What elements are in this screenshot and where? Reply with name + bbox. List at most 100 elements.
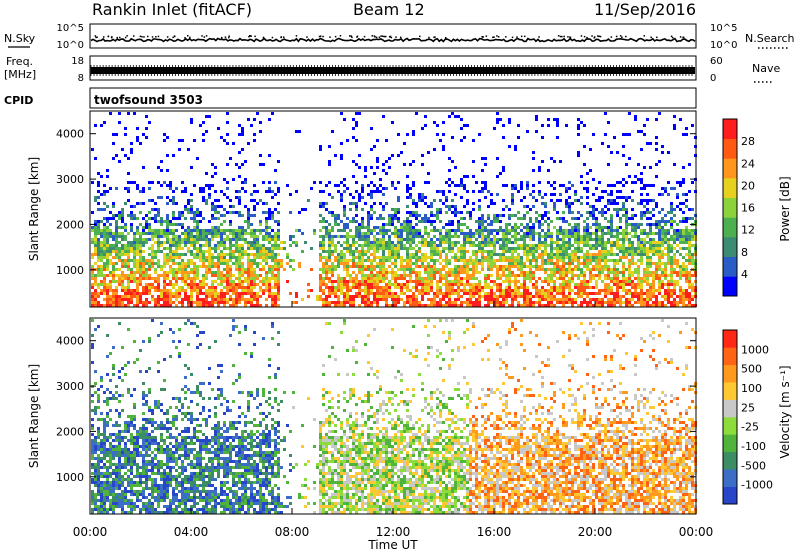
heatmap-cell [319, 229, 322, 232]
heatmap-cell [142, 238, 145, 241]
heatmap-cell [205, 241, 208, 244]
heatmap-cell [550, 184, 553, 187]
heatmap-cell [160, 289, 163, 292]
heatmap-cell [610, 298, 613, 301]
freq-tick-bottom: 8 [78, 73, 84, 84]
heatmap-cell [352, 271, 355, 274]
heatmap-cell [466, 301, 469, 304]
heatmap-cell [589, 301, 592, 304]
heatmap-cell [412, 160, 415, 163]
heatmap-cell [481, 217, 484, 220]
heatmap-cell [364, 265, 367, 268]
heatmap-cell [247, 277, 250, 280]
heatmap-cell [382, 163, 385, 166]
heatmap-cell [250, 124, 253, 127]
heatmap-cell [610, 286, 613, 289]
heatmap-cell [490, 244, 493, 247]
heatmap-cell [238, 259, 241, 262]
heatmap-cell [196, 283, 199, 286]
heatmap-cell [625, 214, 628, 217]
heatmap-cell [541, 259, 544, 262]
heatmap-cell [259, 286, 262, 289]
heatmap-cell [640, 181, 643, 184]
heatmap-cell [124, 244, 127, 247]
heatmap-cell [403, 238, 406, 241]
heatmap-cell [241, 163, 244, 166]
heatmap-cell [424, 259, 427, 262]
heatmap-cell [346, 250, 349, 253]
heatmap-cell [184, 274, 187, 277]
heatmap-cell [109, 229, 112, 232]
heatmap-cell [172, 262, 175, 265]
heatmap-cell [478, 292, 481, 295]
heatmap-cell [256, 253, 259, 256]
heatmap-cell [517, 232, 520, 235]
heatmap-cell [220, 298, 223, 301]
heatmap-cell [217, 271, 220, 274]
heatmap-cell [376, 241, 379, 244]
heatmap-cell [391, 268, 394, 271]
heatmap-cell [118, 112, 121, 115]
heatmap-cell [415, 277, 418, 280]
heatmap-cell [472, 232, 475, 235]
heatmap-cell [532, 256, 535, 259]
heatmap-cell [319, 190, 322, 193]
heatmap-cell [628, 262, 631, 265]
noise-search-dot [650, 37, 652, 39]
heatmap-cell [541, 217, 544, 220]
heatmap-cell [616, 268, 619, 271]
heatmap-cell [481, 265, 484, 268]
heatmap-cell [532, 223, 535, 226]
heatmap-cell [607, 229, 610, 232]
heatmap-cell [109, 235, 112, 238]
heatmap-cell [361, 271, 364, 274]
heatmap-cell [235, 283, 238, 286]
heatmap-cell [376, 292, 379, 295]
heatmap-cell [358, 244, 361, 247]
heatmap-cell [163, 271, 166, 274]
heatmap-cell [607, 286, 610, 289]
heatmap-cell [286, 256, 289, 259]
heatmap-cell [238, 232, 241, 235]
heatmap-cell [634, 289, 637, 292]
heatmap-cell [571, 262, 574, 265]
heatmap-cell [145, 283, 148, 286]
heatmap-cell [406, 223, 409, 226]
heatmap-cell [256, 247, 259, 250]
heatmap-cell [304, 241, 307, 244]
heatmap-cell [463, 238, 466, 241]
heatmap-cell [397, 250, 400, 253]
heatmap-cell [382, 271, 385, 274]
heatmap-cell [385, 295, 388, 298]
heatmap-cell [244, 280, 247, 283]
heatmap-cell [202, 199, 205, 202]
heatmap-cell [253, 247, 256, 250]
heatmap-cell [508, 232, 511, 235]
heatmap-cell [484, 157, 487, 160]
heatmap-cell [328, 193, 331, 196]
heatmap-cell [106, 241, 109, 244]
heatmap-cell [100, 280, 103, 283]
heatmap-cell [496, 295, 499, 298]
heatmap-cell [121, 253, 124, 256]
noise-search-dot [283, 37, 285, 39]
heatmap-cell [643, 244, 646, 247]
heatmap-cell [544, 247, 547, 250]
heatmap-cell [202, 259, 205, 262]
heatmap-cell [559, 247, 562, 250]
heatmap-cell [388, 220, 391, 223]
heatmap-cell [571, 277, 574, 280]
heatmap-cell [361, 184, 364, 187]
heatmap-cell [589, 280, 592, 283]
heatmap-cell [409, 253, 412, 256]
heatmap-cell [562, 241, 565, 244]
heatmap-cell [157, 214, 160, 217]
heatmap-cell [412, 286, 415, 289]
heatmap-cell [484, 274, 487, 277]
heatmap-cell [415, 295, 418, 298]
heatmap-cell [397, 208, 400, 211]
heatmap-cell [490, 280, 493, 283]
heatmap-cell [424, 253, 427, 256]
heatmap-cell [463, 271, 466, 274]
heatmap-cell [622, 289, 625, 292]
